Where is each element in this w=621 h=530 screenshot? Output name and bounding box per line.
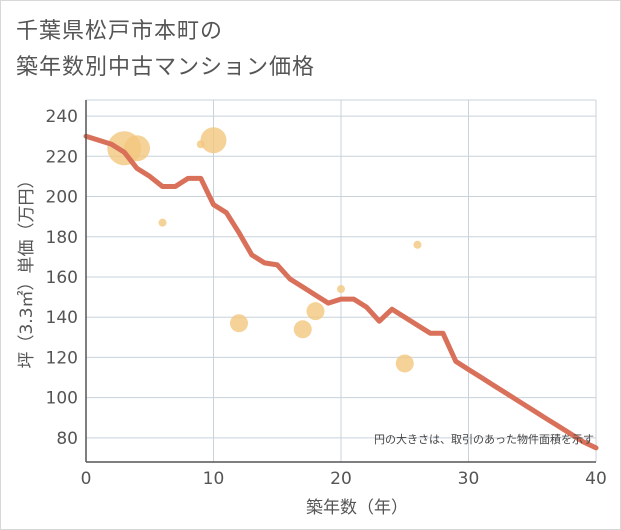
bubble-point-2 [158, 218, 167, 227]
size-annotation: 円の大きさは、取引のあった物件面積を示す [374, 432, 594, 446]
x-tick-label-0: 0 [81, 469, 92, 489]
y-tick-label-80: 80 [56, 429, 78, 449]
bubble-point-7 [306, 302, 325, 321]
y-tick-label-240: 240 [46, 107, 78, 127]
x-tick-label-30: 30 [458, 469, 480, 489]
y-tick-label-120: 120 [46, 348, 78, 368]
y-tick-label-220: 220 [46, 147, 78, 167]
x-tick-labels: 0 10 20 30 40 [81, 469, 607, 489]
y-tick-label-140: 140 [46, 308, 78, 328]
bubble-point-4 [200, 127, 227, 154]
bubble-point-5 [230, 314, 248, 333]
y-tick-label-180: 180 [46, 228, 78, 248]
y-axis-label: 坪（3.3㎡）単価（万円） [17, 171, 37, 368]
average-price-line [83, 133, 599, 451]
bubble-point-9 [395, 354, 414, 373]
x-tick-label-40: 40 [585, 469, 607, 489]
bubble-point-8 [337, 285, 345, 294]
bubble-point-10 [413, 240, 422, 249]
x-tick-label-20: 20 [330, 469, 352, 489]
y-tick-label-160: 160 [46, 268, 78, 288]
y-tick-labels: 80 100 120 140 160 180 200 220 240 [46, 107, 78, 449]
chart-title: 千葉県松戸市本町の 築年数別中古マンション価格 [16, 14, 315, 86]
x-tick-label-10: 10 [203, 469, 225, 489]
axes [85, 100, 596, 463]
bubble-point-1 [124, 135, 150, 162]
x-axis-label: 築年数（年） [306, 498, 408, 518]
grid-lines [85, 99, 597, 462]
bubble-series [107, 127, 422, 373]
y-tick-label-200: 200 [46, 188, 78, 208]
line-series [83, 133, 599, 451]
bubble-point-6 [293, 320, 312, 339]
chart-title-line1: 千葉県松戸市本町の [16, 19, 224, 44]
chart-title-line2: 築年数別中古マンション価格 [16, 55, 316, 80]
y-tick-label-100: 100 [46, 389, 78, 409]
